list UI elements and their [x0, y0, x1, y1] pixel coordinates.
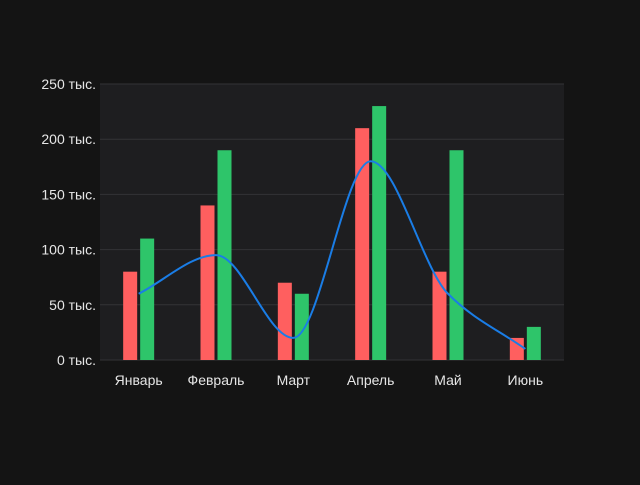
bar-series-1 [509, 337, 524, 360]
bar-series-2 [217, 150, 232, 360]
bar-series-1 [277, 282, 292, 360]
bar-series-2 [526, 326, 541, 360]
x-tick-label: Март [277, 372, 311, 388]
y-tick-label: 0 тыс. [57, 352, 96, 368]
y-tick-label: 100 тыс. [41, 242, 96, 258]
y-axis-tick-labels: 0 тыс. 50 тыс. 100 тыс. 150 тыс. 200 тыс. 250… [41, 76, 96, 368]
x-tick-label: Апрель [347, 372, 395, 388]
bar-series-2 [449, 150, 464, 360]
bar-series-2 [294, 293, 309, 360]
bar-series-2 [372, 106, 387, 360]
line-series-1 [138, 160, 526, 350]
y-tick-label: 50 тыс. [49, 297, 96, 313]
x-tick-label: Февраль [188, 372, 245, 388]
bar-series-1 [200, 205, 215, 360]
y-tick-label: 150 тыс. [41, 186, 96, 202]
x-tick-label: Май [434, 372, 461, 388]
bar-series-1 [432, 271, 447, 360]
plot-area-background [100, 84, 564, 360]
bar-series-2 [140, 238, 155, 360]
y-tick-label: 200 тыс. [41, 131, 96, 147]
bar-series-1 [355, 128, 370, 360]
x-tick-label: Январь [115, 372, 163, 388]
line-series [138, 160, 526, 350]
x-tick-label: Июнь [508, 372, 544, 388]
x-axis-tick-labels: Январь Февраль Март Апрель Май Июнь [115, 372, 543, 388]
bar-series-1 [123, 271, 138, 360]
y-tick-label: 250 тыс. [41, 76, 96, 92]
